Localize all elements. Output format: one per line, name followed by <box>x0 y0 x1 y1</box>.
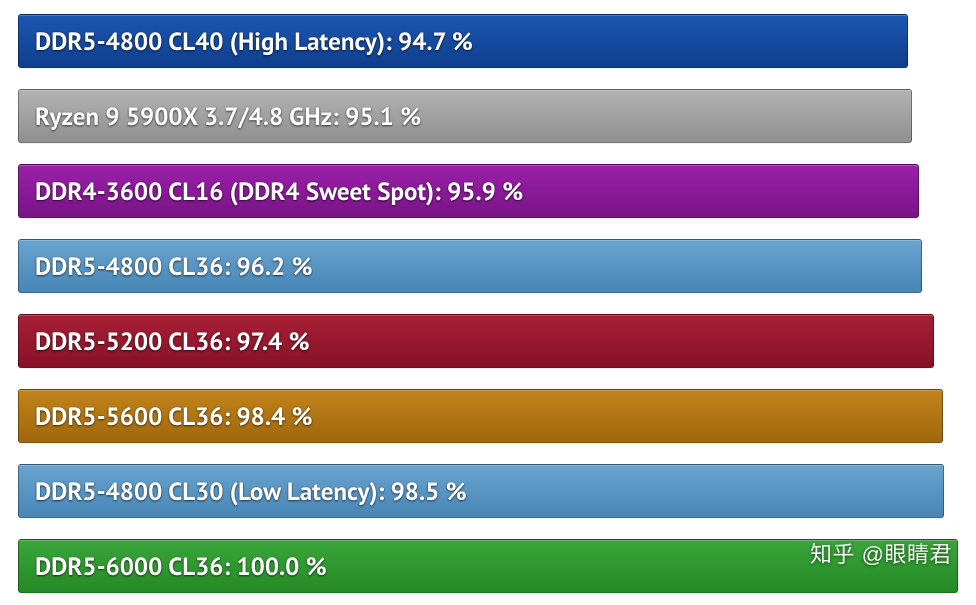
bar-row: DDR5-4800 CL36: 96.2 % <box>18 239 922 293</box>
bar-row: DDR5-5200 CL36: 97.4 % <box>18 314 934 368</box>
bar-label: Ryzen 9 5900X 3.7/4.8 GHz: 95.1 % <box>35 100 421 132</box>
bar-row: DDR5-4800 CL40 (High Latency): 94.7 % <box>18 14 908 68</box>
bar-row: DDR5-5600 CL36: 98.4 % <box>18 389 943 443</box>
bar-row: DDR5-4800 CL30 (Low Latency): 98.5 % <box>18 464 944 518</box>
bar-label: DDR4-3600 CL16 (DDR4 Sweet Spot): 95.9 % <box>35 175 523 207</box>
bar-label: DDR5-4800 CL36: 96.2 % <box>35 250 313 282</box>
bar-label: DDR5-5200 CL36: 97.4 % <box>35 325 310 357</box>
bar-row: DDR4-3600 CL16 (DDR4 Sweet Spot): 95.9 % <box>18 164 919 218</box>
bar-row: Ryzen 9 5900X 3.7/4.8 GHz: 95.1 % <box>18 89 912 143</box>
bar-label: DDR5-6000 CL36: 100.0 % <box>35 550 327 582</box>
bar-label: DDR5-4800 CL30 (Low Latency): 98.5 % <box>35 475 467 507</box>
bar-label: DDR5-4800 CL40 (High Latency): 94.7 % <box>35 25 473 57</box>
performance-bar-chart: DDR5-4800 CL40 (High Latency): 94.7 % Ryz… <box>18 14 958 593</box>
bar-row: DDR5-6000 CL36: 100.0 % <box>18 539 958 593</box>
bar-label: DDR5-5600 CL36: 98.4 % <box>35 400 313 432</box>
